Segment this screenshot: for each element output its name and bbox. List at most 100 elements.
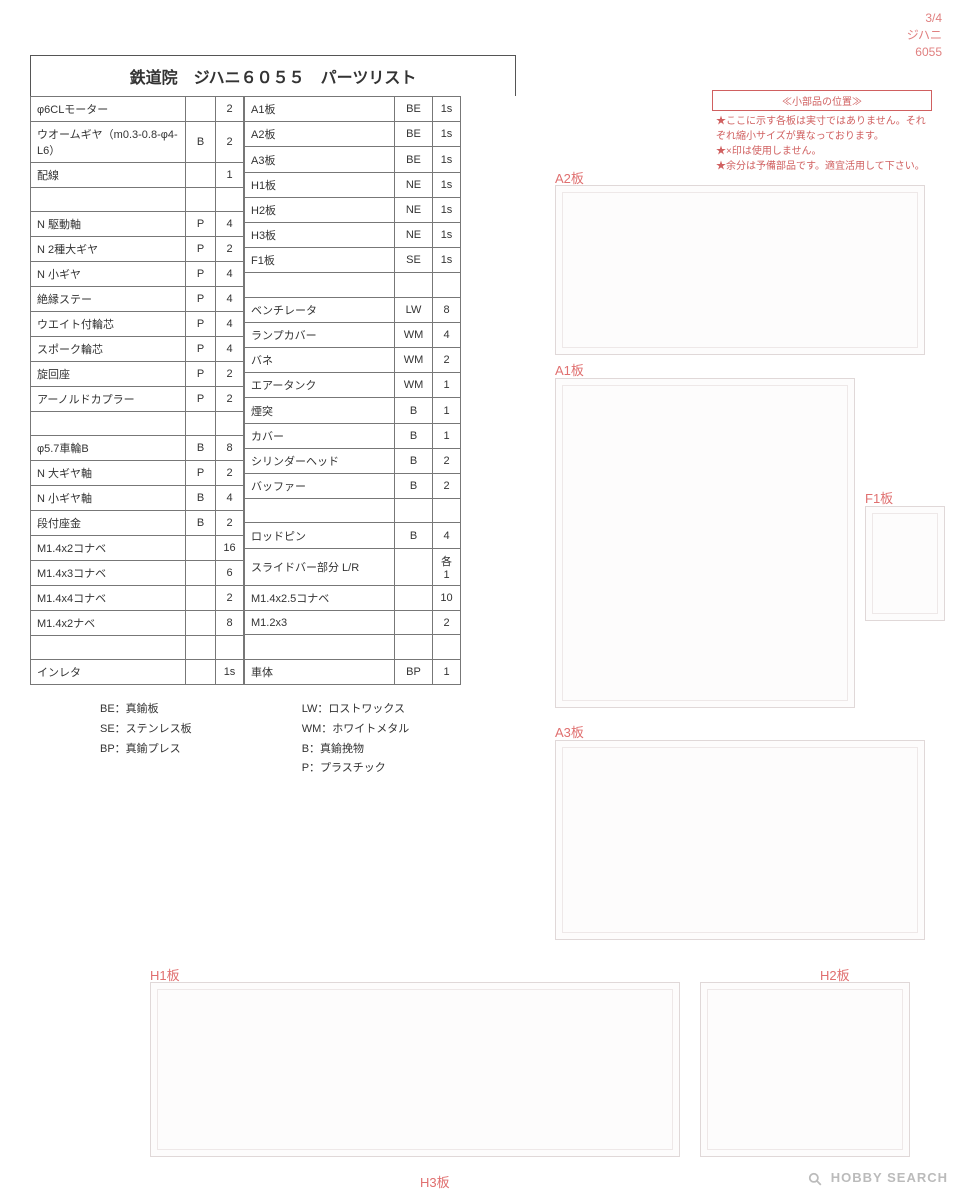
- part-qty: 1: [433, 373, 461, 398]
- part-material: [395, 273, 433, 297]
- model-name: ジハニ: [907, 27, 942, 44]
- table-row: ベンチレータLW8: [245, 297, 461, 322]
- part-qty: [216, 412, 244, 436]
- part-qty: 1s: [433, 147, 461, 172]
- part-material: WM: [395, 373, 433, 398]
- plate-a3: [555, 740, 925, 940]
- table-row: φ5.7車輪BB8: [31, 436, 244, 461]
- part-name: [245, 499, 395, 523]
- notice-title: ≪小部品の位置≫: [712, 90, 932, 111]
- part-material: P: [186, 212, 216, 237]
- part-material: B: [395, 523, 433, 548]
- part-name: N 駆動軸: [31, 212, 186, 237]
- part-material: BE: [395, 97, 433, 122]
- part-name: [245, 635, 395, 659]
- part-material: BP: [395, 659, 433, 684]
- part-qty: 2: [216, 362, 244, 387]
- legend-item: LW：ロストワックス: [302, 700, 410, 720]
- table-row: H3板NE1s: [245, 223, 461, 248]
- legend-col-left: BE：真鍮板SE：ステンレス板BP：真鍮プレス: [100, 700, 192, 779]
- part-qty: 1: [216, 163, 244, 188]
- part-qty: 2: [216, 237, 244, 262]
- table-row: M1.4x3コナベ6: [31, 561, 244, 586]
- part-material: B: [186, 486, 216, 511]
- part-name: ベンチレータ: [245, 297, 395, 322]
- part-material: WM: [395, 322, 433, 347]
- part-name: F1板: [245, 248, 395, 273]
- plate-f1: [865, 506, 945, 621]
- notice-box: ≪小部品の位置≫ ★ここに示す各板は実寸ではありません。それぞれ縮小サイズが異な…: [712, 90, 932, 174]
- plate-label-a3: A3板: [555, 722, 584, 741]
- part-material: P: [186, 387, 216, 412]
- part-qty: 16: [216, 536, 244, 561]
- search-icon: [808, 1172, 822, 1186]
- plate-h2: [700, 982, 910, 1157]
- part-qty: 2: [216, 461, 244, 486]
- parts-list-title: 鉄道院 ジハニ６０５５ パーツリスト: [30, 55, 516, 96]
- part-qty: 4: [216, 312, 244, 337]
- part-qty: 4: [216, 212, 244, 237]
- part-qty: 1: [433, 398, 461, 423]
- part-material: [186, 163, 216, 188]
- part-qty: 2: [433, 448, 461, 473]
- part-name: A2板: [245, 122, 395, 147]
- part-name: H1板: [245, 172, 395, 197]
- part-qty: 8: [216, 611, 244, 636]
- parts-table-right: A1板BE1sA2板BE1sA3板BE1sH1板NE1sH2板NE1sH3板NE…: [244, 96, 461, 685]
- part-material: [395, 585, 433, 610]
- part-name: M1.4x2ナベ: [31, 611, 186, 636]
- part-qty: 8: [433, 297, 461, 322]
- table-row: スライドバー部分 L/R各1: [245, 548, 461, 585]
- part-name: φ5.7車輪B: [31, 436, 186, 461]
- table-row: [31, 188, 244, 212]
- table-row: A2板BE1s: [245, 122, 461, 147]
- part-name: N 2種大ギヤ: [31, 237, 186, 262]
- part-material: [186, 660, 216, 685]
- part-name: ロッドピン: [245, 523, 395, 548]
- table-row: バネWM2: [245, 348, 461, 373]
- legend-item: SE：ステンレス板: [100, 720, 192, 740]
- part-name: ウオームギヤ（m0.3-0.8-φ4-L6）: [31, 122, 186, 163]
- part-qty: 4: [433, 523, 461, 548]
- parts-table-left: φ6CLモーター2ウオームギヤ（m0.3-0.8-φ4-L6）B2配線1N 駆動…: [30, 96, 244, 685]
- part-name: M1.4x2.5コナベ: [245, 585, 395, 610]
- table-row: 車体BP1: [245, 659, 461, 684]
- table-row: 段付座金B2: [31, 511, 244, 536]
- part-name: A1板: [245, 97, 395, 122]
- table-row: ランプカバーWM4: [245, 322, 461, 347]
- part-qty: 1s: [433, 97, 461, 122]
- table-row: φ6CLモーター2: [31, 97, 244, 122]
- part-qty: 2: [433, 611, 461, 635]
- table-row: [31, 412, 244, 436]
- table-row: M1.4x2ナベ 8: [31, 611, 244, 636]
- material-legend: BE：真鍮板SE：ステンレス板BP：真鍮プレス LW：ロストワックスWM：ホワイ…: [100, 700, 409, 779]
- table-row: アーノルドカプラーP2: [31, 387, 244, 412]
- part-material: [186, 188, 216, 212]
- part-qty: 1s: [433, 197, 461, 222]
- part-qty: 10: [433, 585, 461, 610]
- table-row: ウエイト付輪芯P4: [31, 312, 244, 337]
- table-row: M1.4x2.5コナベ 10: [245, 585, 461, 610]
- notice-list: ★ここに示す各板は実寸ではありません。それぞれ縮小サイズが異なっております。★×…: [712, 114, 932, 174]
- parts-list: 鉄道院 ジハニ６０５５ パーツリスト φ6CLモーター2ウオームギヤ（m0.3-…: [30, 55, 516, 685]
- part-qty: 1: [433, 423, 461, 448]
- part-qty: 2: [216, 122, 244, 163]
- part-material: [395, 635, 433, 659]
- part-name: N 小ギヤ軸: [31, 486, 186, 511]
- legend-item: BP：真鍮プレス: [100, 740, 192, 760]
- part-qty: [433, 499, 461, 523]
- part-qty: 1s: [433, 172, 461, 197]
- part-name: カバー: [245, 423, 395, 448]
- part-name: 段付座金: [31, 511, 186, 536]
- part-material: SE: [395, 248, 433, 273]
- page-corner: 3/4 ジハニ 6055: [907, 10, 942, 60]
- part-qty: 2: [433, 474, 461, 499]
- part-name: φ6CLモーター: [31, 97, 186, 122]
- part-qty: 4: [216, 287, 244, 312]
- table-row: 煙突B1: [245, 398, 461, 423]
- table-row: スポーク輪芯P4: [31, 337, 244, 362]
- table-row: H2板NE1s: [245, 197, 461, 222]
- part-name: [31, 636, 186, 660]
- table-row: [245, 499, 461, 523]
- part-material: [395, 499, 433, 523]
